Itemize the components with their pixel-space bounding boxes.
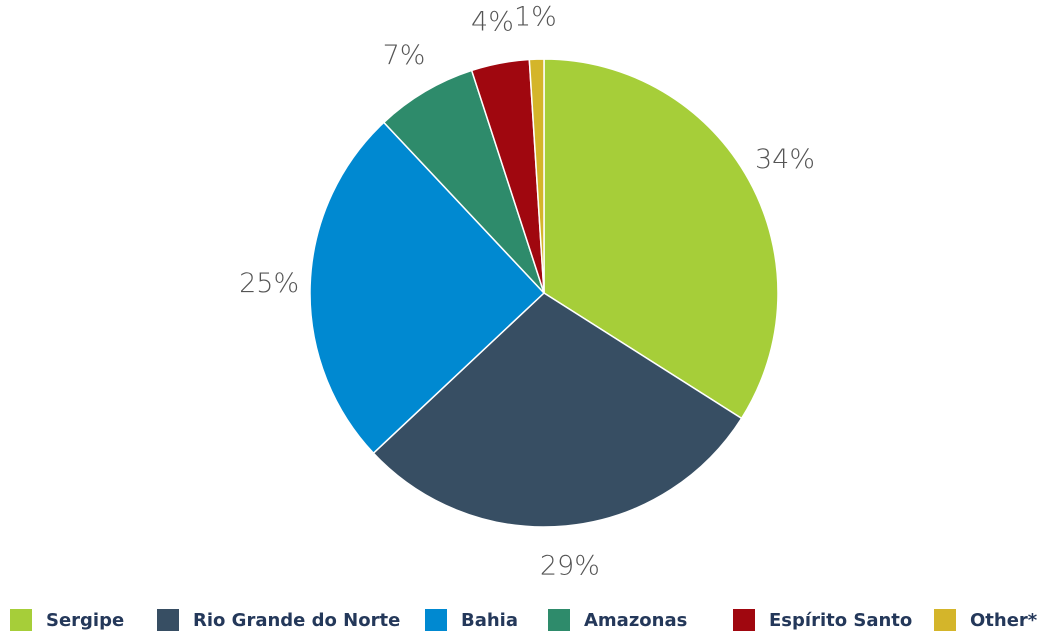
legend-swatch	[548, 609, 570, 631]
data-label: 7%	[383, 40, 426, 71]
legend-swatch	[157, 609, 179, 631]
legend-label: Sergipe	[46, 610, 124, 631]
legend-swatch	[425, 609, 447, 631]
pie-slice	[372, 292, 743, 528]
legend-label: Rio Grande do Norte	[193, 610, 400, 631]
pie-slice	[382, 69, 545, 294]
pie-slice	[309, 121, 546, 455]
legend-swatch	[733, 609, 755, 631]
data-label: 34%	[755, 144, 815, 175]
data-label: 1%	[514, 2, 557, 33]
data-label: 4%	[471, 6, 514, 37]
legend-swatch	[10, 609, 32, 631]
legend-label: Other*	[970, 610, 1038, 631]
legend-swatch	[934, 609, 956, 631]
legend-label: Espírito Santo	[769, 610, 912, 631]
legend-label: Bahia	[461, 610, 518, 631]
data-label: 29%	[540, 550, 600, 581]
data-label: 25%	[239, 268, 299, 299]
pie-slice	[528, 58, 545, 294]
legend-label: Amazonas	[584, 610, 687, 631]
pie-slice	[543, 58, 779, 420]
